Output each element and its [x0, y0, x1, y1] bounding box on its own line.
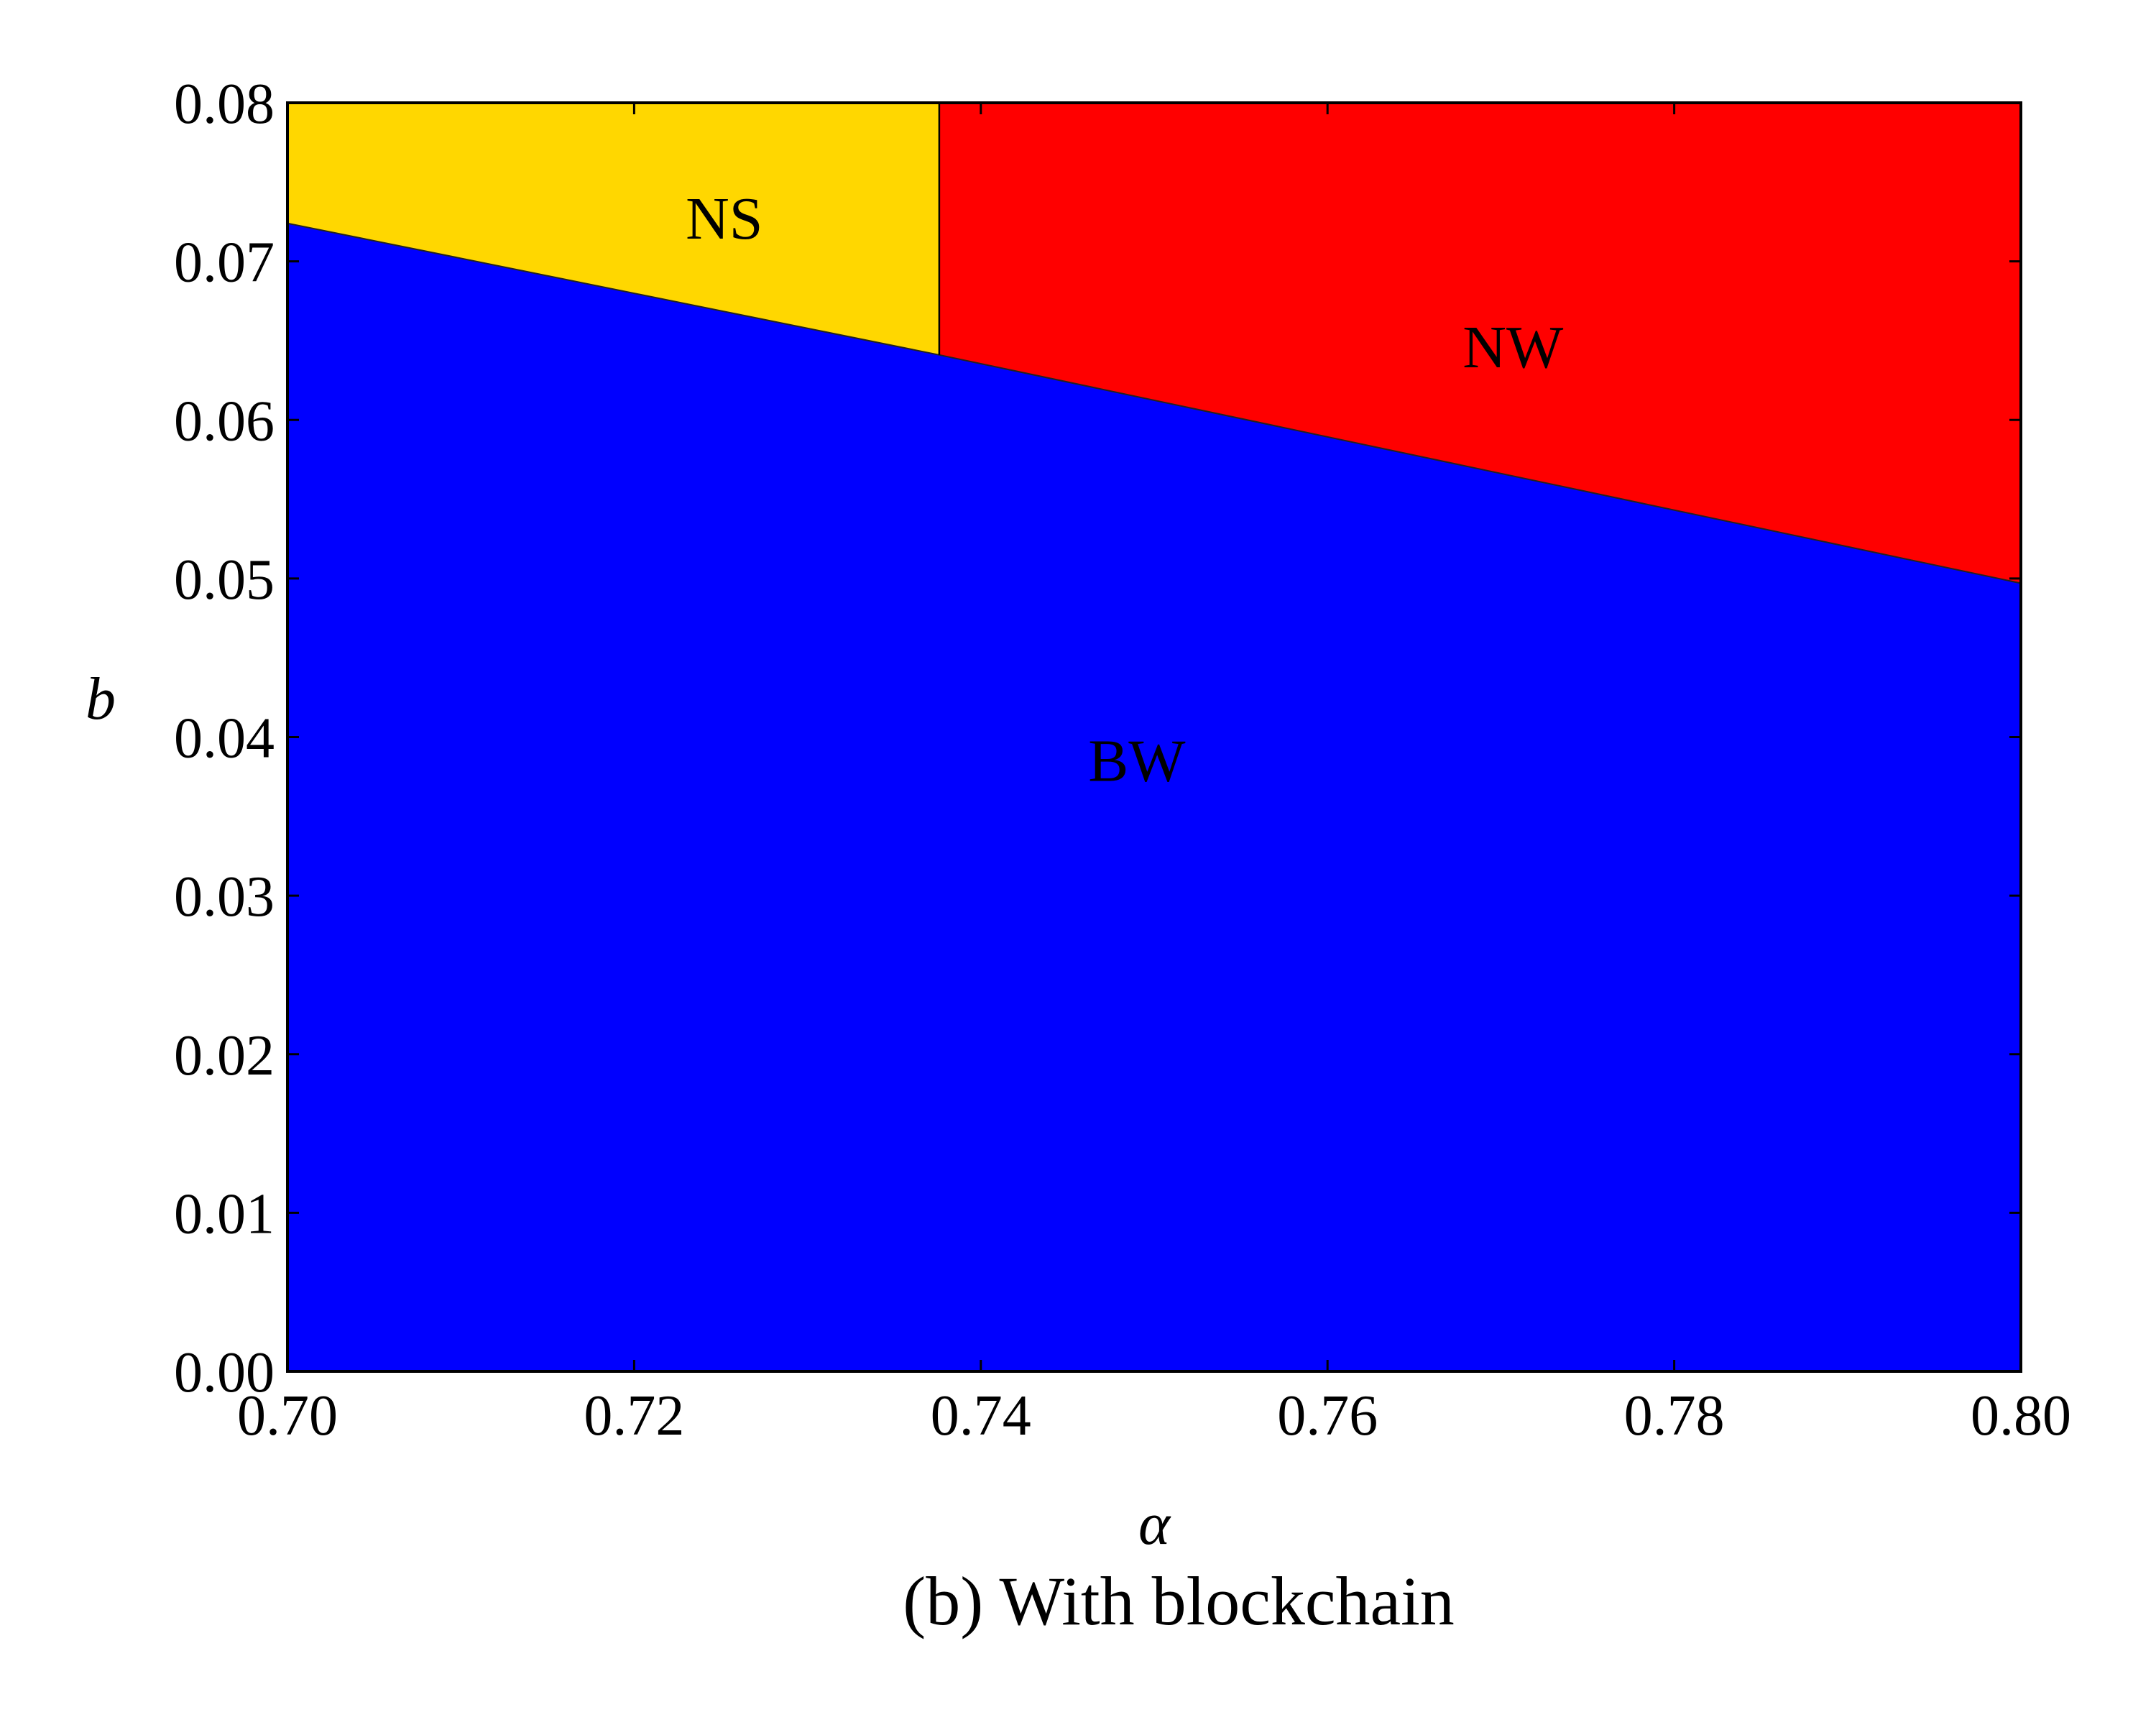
x-tick-label: 0.70	[237, 1384, 338, 1448]
x-axis-label: α	[1138, 1491, 1171, 1558]
x-tick-label: 0.72	[584, 1384, 684, 1448]
region-bw	[287, 223, 2021, 1371]
y-tick-label: 0.02	[174, 1024, 275, 1087]
y-axis-label: b	[86, 666, 116, 732]
x-tick-label: 0.80	[1971, 1384, 2071, 1448]
x-tick-label: 0.78	[1624, 1384, 1725, 1448]
region-nw	[939, 103, 2021, 584]
boundary-lines-layer	[287, 103, 2022, 584]
region-ns	[287, 103, 939, 355]
y-tick-label: 0.01	[174, 1182, 275, 1246]
y-tick-label: 0.07	[174, 231, 275, 295]
y-tick-label: 0.05	[174, 548, 275, 612]
x-tick-label: 0.76	[1277, 1384, 1378, 1448]
y-tick-label: 0.04	[174, 707, 275, 770]
y-tick-label: 0.08	[174, 73, 275, 136]
region-label-nw: NW	[1462, 314, 1564, 381]
region-labels-layer: BW NS NW	[686, 185, 1564, 795]
y-tick-label: 0.03	[174, 865, 275, 929]
regions-layer	[287, 103, 2021, 1371]
region-label-bw: BW	[1088, 728, 1186, 795]
y-tick-label: 0.06	[174, 390, 275, 453]
y-tick-label: 0.00	[174, 1341, 275, 1404]
region-label-ns: NS	[686, 185, 763, 252]
figure-caption: (b) With blockchain	[903, 1563, 1454, 1639]
ticks-layer: 0.70 0.72 0.74 0.76 0.78 0.80 0.00 0.01 0.02 0.03…	[174, 73, 2071, 1448]
x-tick-label: 0.74	[931, 1384, 1031, 1448]
